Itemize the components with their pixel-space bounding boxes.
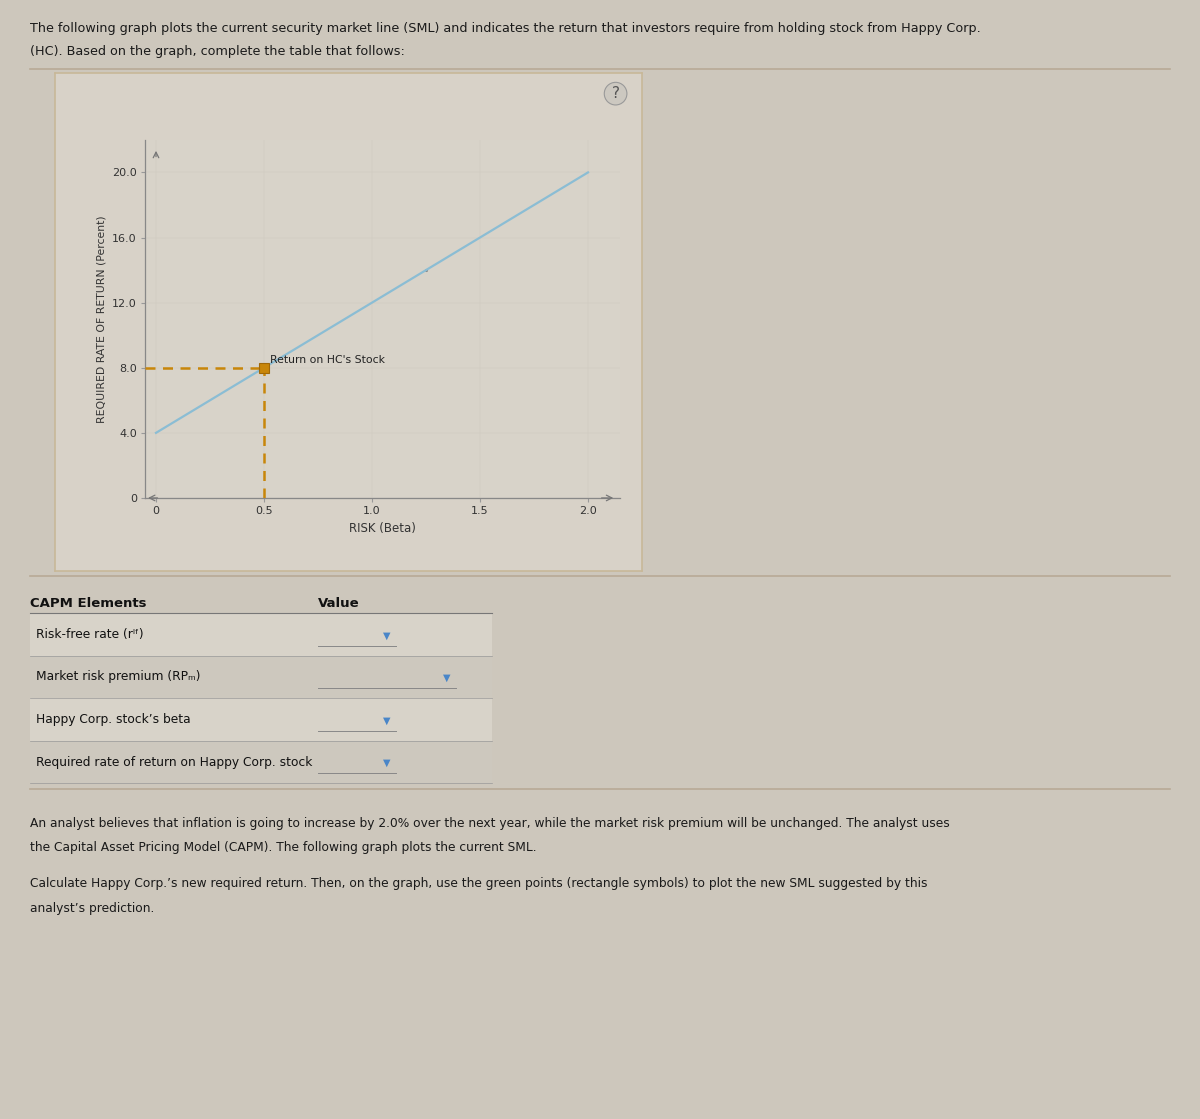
Text: (HC). Based on the graph, complete the table that follows:: (HC). Based on the graph, complete the t… (30, 45, 404, 58)
Text: Risk-free rate (rᴵᶠ): Risk-free rate (rᴵᶠ) (36, 628, 144, 641)
Text: Value: Value (318, 596, 360, 610)
Text: the Capital Asset Pricing Model (CAPM). The following graph plots the current SM: the Capital Asset Pricing Model (CAPM). … (30, 841, 536, 855)
Y-axis label: REQUIRED RATE OF RETURN (Percent): REQUIRED RATE OF RETURN (Percent) (96, 215, 107, 423)
X-axis label: RISK (Beta): RISK (Beta) (349, 521, 416, 535)
Text: Happy Corp. stock’s beta: Happy Corp. stock’s beta (36, 713, 191, 726)
Text: An analyst believes that inflation is going to increase by 2.0% over the next ye: An analyst believes that inflation is go… (30, 817, 949, 830)
Text: analyst’s prediction.: analyst’s prediction. (30, 902, 155, 915)
Text: Return on HC's Stock: Return on HC's Stock (270, 356, 385, 365)
Text: ?: ? (612, 86, 619, 101)
Text: Market risk premium (RPₘ): Market risk premium (RPₘ) (36, 670, 200, 684)
Text: CAPM Elements: CAPM Elements (30, 596, 146, 610)
Text: ▼: ▼ (383, 716, 390, 725)
Text: ▼: ▼ (383, 631, 390, 640)
Text: Required rate of return on Happy Corp. stock: Required rate of return on Happy Corp. s… (36, 755, 312, 769)
Text: ▼: ▼ (383, 759, 390, 768)
Text: Calculate Happy Corp.’s new required return. Then, on the graph, use the green p: Calculate Happy Corp.’s new required ret… (30, 877, 928, 891)
Text: The following graph plots the current security market line (SML) and indicates t: The following graph plots the current se… (30, 22, 980, 36)
Text: ▼: ▼ (443, 674, 450, 683)
